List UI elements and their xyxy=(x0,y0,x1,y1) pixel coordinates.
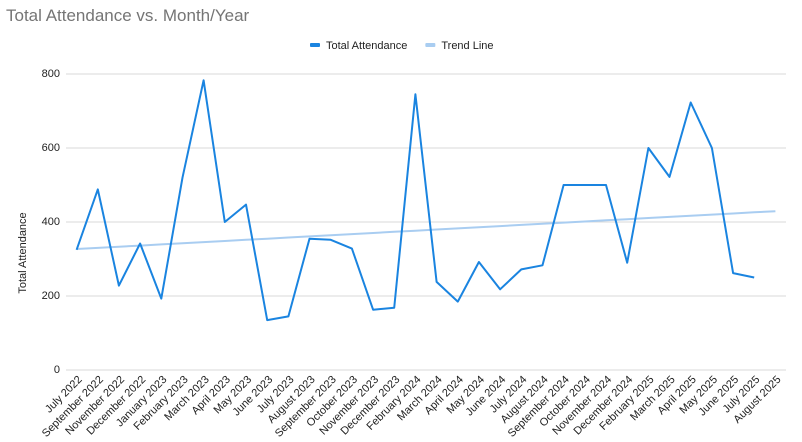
y-tick-label: 400 xyxy=(42,216,60,228)
y-tick-label: 800 xyxy=(42,68,60,80)
y-axis-label: Total Attendance xyxy=(17,212,29,293)
series-line xyxy=(76,210,776,250)
chart-title: Total Attendance vs. Month/Year xyxy=(6,6,250,25)
series-line xyxy=(75,79,755,322)
legend-label: Trend Line xyxy=(441,40,493,52)
y-tick-label: 600 xyxy=(42,142,60,154)
legend-swatch xyxy=(310,43,320,47)
y-tick-label: 200 xyxy=(42,290,60,302)
legend-label: Total Attendance xyxy=(326,40,407,52)
legend-swatch xyxy=(425,43,436,47)
y-tick-label: 0 xyxy=(54,364,60,376)
